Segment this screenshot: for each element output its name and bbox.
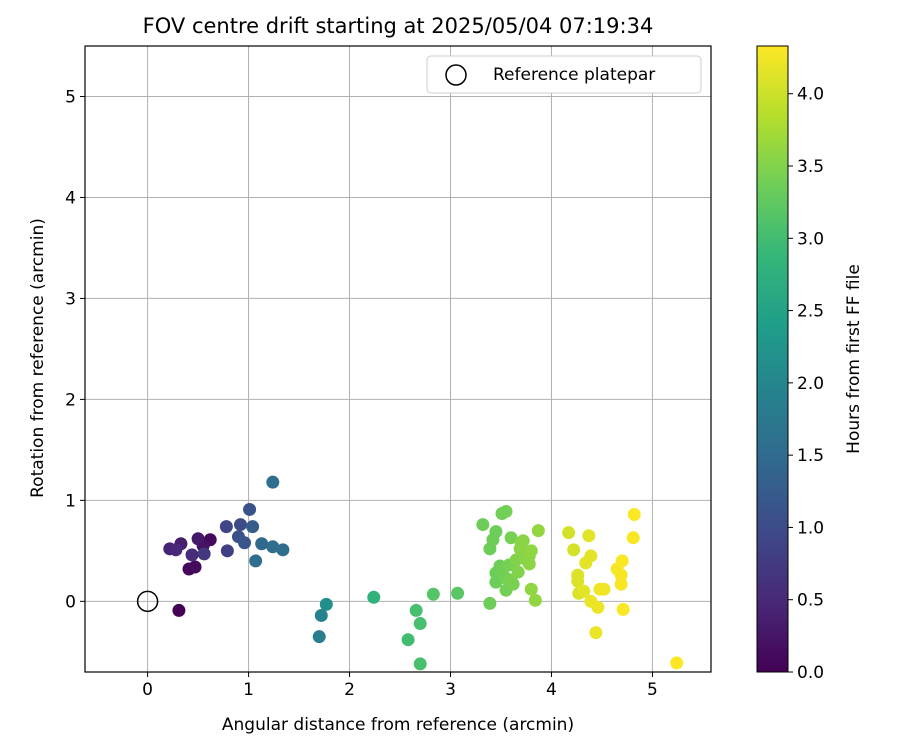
data-point [531,524,545,538]
data-point [172,603,186,617]
data-point [312,630,326,644]
data-point [266,540,280,554]
data-point [616,602,630,616]
x-tick-label: 4 [546,680,557,700]
data-point [255,537,269,551]
colorbar-tick-label: 2.5 [797,302,824,322]
data-point [169,543,183,557]
data-point [567,543,581,557]
data-point [577,584,591,598]
data-point [319,597,333,611]
data-point [191,532,205,546]
data-point [266,475,280,489]
x-tick-label: 0 [142,680,153,700]
data-point [506,577,520,591]
grid [85,46,711,672]
colorbar-tick-label: 4.0 [797,85,824,105]
legend-label: Reference platepar [493,65,655,85]
x-tick-label: 1 [243,680,254,700]
data-point [246,520,260,534]
data-point [188,560,202,574]
data-point [276,543,290,557]
reference-platepar-marker [136,590,159,613]
data-point [220,544,234,558]
axes: 0 1 2 3 4 5 0 1 2 3 4 5 [65,45,712,700]
y-tick-label: 3 [65,289,76,309]
data-point [219,520,233,534]
data-point [524,582,538,596]
y-tick-label: 4 [65,188,76,208]
data-point [483,596,497,610]
colorbar-gradient [756,45,789,673]
plot-frame [84,45,712,673]
data-point [413,657,427,671]
chart-title: FOV centre drift starting at 2025/05/04 … [143,14,654,38]
y-tick-label: 0 [65,592,76,612]
data-point [524,544,538,558]
data-point [451,586,465,600]
data-point [627,507,641,521]
colorbar-tick-label: 2.0 [797,374,824,394]
data-point [243,502,257,516]
legend-box [426,55,702,94]
colorbar-tick-label: 1.5 [797,446,824,466]
data-point [591,600,605,614]
data-point [489,525,503,539]
colorbar-label: Hours from first FF file [844,264,864,454]
data-points [163,475,684,671]
colorbar-tick-label: 3.0 [797,229,824,249]
data-point [233,518,247,532]
data-point [589,626,603,640]
data-point [426,587,440,601]
colorbar-tick-label: 0.5 [797,591,824,611]
data-point [582,529,596,543]
y-tick-label: 1 [65,491,76,511]
data-point [528,593,542,607]
data-point [401,633,415,647]
data-point [249,554,263,568]
colorbar-tick-label: 0.0 [797,663,824,683]
data-point [238,536,252,550]
data-point [626,531,640,545]
x-tick-label: 2 [344,680,355,700]
data-point [562,526,576,540]
x-tick-label: 3 [445,680,456,700]
data-point [499,504,513,518]
data-point [516,534,530,548]
data-point [670,656,684,670]
data-point [314,608,328,622]
colorbar-tick-label: 3.5 [797,157,824,177]
data-point [413,617,427,631]
x-tick-label: 5 [647,680,658,700]
y-tick-label: 5 [65,87,76,107]
y-tick-label: 2 [65,390,76,410]
colorbar: 0.0 0.5 1.0 1.5 2.0 2.5 3.0 3.5 4.0 [756,45,824,683]
data-point [489,575,503,589]
data-point [584,549,598,563]
data-point [197,547,211,561]
data-point [614,568,628,582]
data-point [367,590,381,604]
data-point [409,603,423,617]
data-point [185,548,199,562]
data-point [614,577,628,591]
data-point [615,554,629,568]
legend-marker-open-circle [445,64,467,86]
x-axis-label: Angular distance from reference (arcmin) [222,715,574,735]
data-point [597,582,611,596]
data-point [571,574,585,588]
data-point [504,531,518,545]
y-axis-label: Rotation from reference (arcmin) [28,218,48,498]
data-point [476,518,490,532]
data-point [522,557,536,571]
legend: Reference platepar [426,55,702,94]
colorbar-tick-label: 1.0 [797,518,824,538]
data-point [511,565,525,579]
